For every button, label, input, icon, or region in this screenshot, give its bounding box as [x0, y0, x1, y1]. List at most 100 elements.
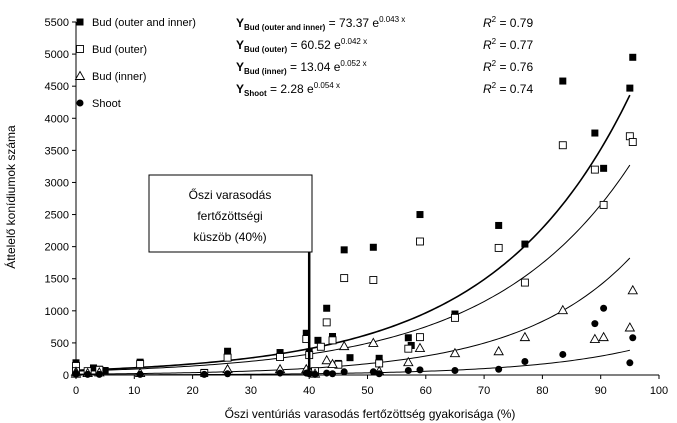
- data-point: [451, 367, 459, 375]
- equation-exponent: 0.054 x: [314, 81, 340, 90]
- data-point: [200, 370, 208, 378]
- data-point: [322, 318, 331, 327]
- annotation-line: Őszi varasodás: [189, 187, 272, 202]
- legend-marker: [76, 99, 84, 107]
- data-point: [375, 354, 383, 362]
- data-point: [329, 370, 337, 378]
- data-point: [375, 370, 383, 378]
- x-tick-label: 20: [186, 385, 198, 397]
- data-point: [599, 200, 608, 209]
- data-point: [521, 358, 529, 366]
- data-point: [626, 359, 634, 367]
- r-squared: R2 = 0.79: [483, 15, 533, 30]
- data-point: [558, 141, 567, 150]
- x-tick-label: 30: [245, 385, 257, 397]
- x-tick-label: 70: [478, 385, 490, 397]
- legend-marker: [76, 18, 84, 26]
- data-point: [101, 367, 109, 375]
- data-point: [600, 304, 608, 312]
- r-squared: R2 = 0.74: [483, 81, 533, 96]
- data-point: [369, 276, 378, 284]
- r-squared: R2 = 0.76: [483, 59, 533, 74]
- data-point: [369, 368, 377, 376]
- x-tick-label: 80: [536, 385, 548, 397]
- data-point: [591, 320, 599, 328]
- data-point: [72, 370, 80, 378]
- r-squared-r: R: [483, 60, 492, 74]
- trendline: [75, 94, 631, 372]
- data-point: [276, 353, 284, 361]
- trendline: [75, 257, 631, 375]
- data-point: [321, 354, 332, 365]
- equation-body: = 13.04 e: [287, 60, 341, 74]
- y-tick-label: 500: [51, 338, 69, 350]
- data-point: [414, 342, 426, 352]
- data-point: [591, 129, 599, 137]
- y-tick-label: 3500: [45, 145, 69, 157]
- data-point: [136, 370, 144, 378]
- equation-body: = 2.28 e: [267, 82, 314, 96]
- data-point: [493, 345, 504, 356]
- legend-label: Bud (outer): [92, 44, 147, 56]
- data-point: [89, 364, 97, 372]
- data-point: [404, 334, 412, 342]
- x-tick-label: 100: [650, 385, 668, 397]
- data-point: [416, 333, 424, 342]
- data-point: [495, 365, 503, 373]
- y-tick-label: 4000: [45, 113, 69, 125]
- trendlines: [75, 94, 631, 376]
- x-tick-label: 90: [595, 385, 607, 397]
- equation: YBud (outer and inner) = 73.37 e0.043 x: [236, 15, 405, 32]
- data-point: [224, 347, 232, 355]
- y-tick-label: 2000: [45, 242, 69, 254]
- r-squared-value: = 0.76: [496, 60, 533, 74]
- threshold-annotation: Őszi varasodás fertőzöttségi küszöb (40%): [148, 174, 313, 375]
- data-point: [276, 369, 284, 377]
- r-squared-value: = 0.79: [496, 16, 533, 30]
- data-point: [369, 243, 377, 251]
- x-tick-label: 40: [303, 385, 315, 397]
- data-point: [629, 334, 637, 342]
- data-point: [323, 369, 331, 377]
- x-tick-label: 60: [420, 385, 432, 397]
- r-squared-value: = 0.74: [496, 82, 533, 96]
- legend-marker: [74, 70, 86, 80]
- y-tick-label: 1000: [45, 306, 69, 318]
- data-point: [559, 77, 567, 85]
- r-squared-exp: 2: [492, 15, 497, 24]
- equation: YBud (inner) = 13.04 e0.052 x: [236, 59, 367, 76]
- data-point: [276, 349, 284, 357]
- data-point: [311, 370, 319, 378]
- equation: YBud (outer) = 60.52 e0.042 x: [236, 37, 367, 54]
- data-point: [627, 284, 639, 295]
- data-point: [589, 333, 601, 344]
- y-tick-label: 4500: [45, 81, 69, 93]
- data-point: [629, 53, 637, 61]
- data-point: [416, 237, 424, 246]
- data-point: [368, 337, 379, 347]
- data-point: [346, 354, 354, 362]
- legend-label: Bud (inner): [92, 71, 146, 83]
- data-point: [95, 370, 103, 378]
- trendline: [75, 164, 631, 372]
- data-point: [340, 274, 349, 283]
- r-squared-exp: 2: [492, 59, 497, 68]
- equation-subscript: Bud (outer): [244, 45, 287, 54]
- legend-marker: [76, 45, 84, 53]
- x-tick-label: 50: [361, 385, 373, 397]
- legend-label: Bud (outer and inner): [92, 17, 196, 29]
- data-point: [340, 246, 348, 254]
- data-point: [338, 340, 350, 351]
- data-point: [494, 243, 503, 252]
- equation-exponent: 0.042 x: [341, 37, 367, 46]
- data-point: [598, 331, 609, 342]
- equation-y: Y: [236, 38, 244, 52]
- data-point: [403, 356, 414, 367]
- data-point: [628, 138, 637, 146]
- data-point: [626, 84, 634, 92]
- data-point: [328, 336, 337, 345]
- equation-exponent: 0.043 x: [379, 15, 405, 24]
- r-squared-exp: 2: [492, 37, 497, 46]
- x-tick-label: 0: [73, 385, 79, 397]
